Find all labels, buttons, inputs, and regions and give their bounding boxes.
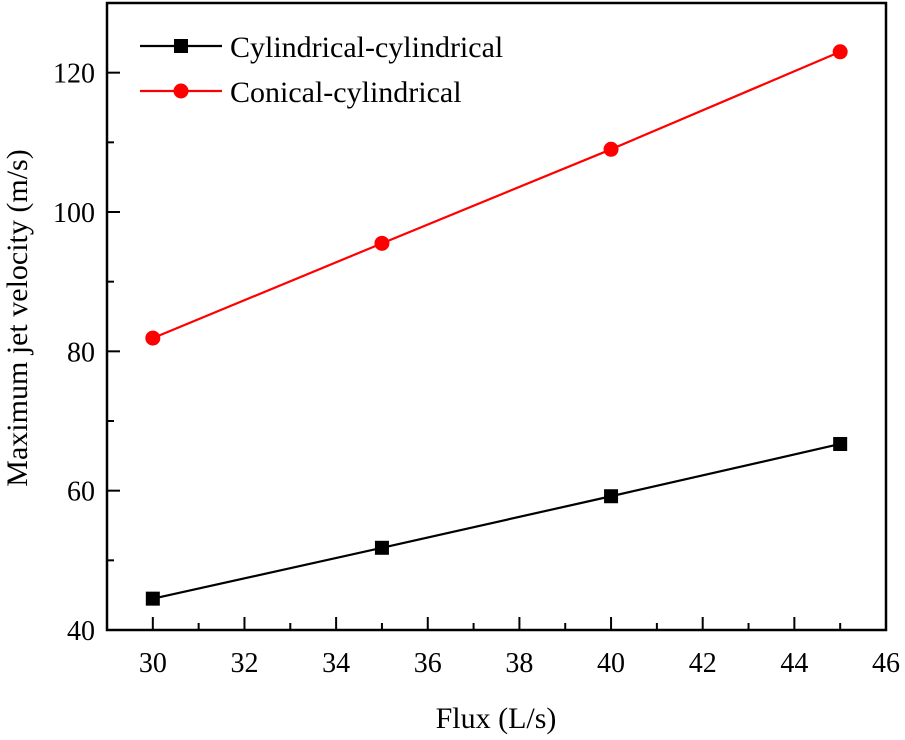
x-tick-label: 36 (414, 648, 442, 679)
legend-label: Cylindrical-cylindrical (230, 31, 503, 64)
x-tick-label: 32 (230, 648, 258, 679)
x-tick-label: 34 (322, 648, 350, 679)
data-point (604, 489, 619, 504)
x-tick-label: 40 (597, 648, 625, 679)
data-point (833, 436, 848, 451)
x-tick-label: 46 (872, 648, 900, 679)
y-tick-label: 80 (67, 337, 95, 368)
y-tick-label: 120 (53, 59, 95, 90)
data-point (374, 540, 389, 555)
legend-marker (173, 83, 189, 99)
legend-label: Conical-cylindrical (230, 76, 462, 109)
data-point (145, 330, 161, 346)
y-tick-label: 100 (53, 198, 95, 229)
legend-marker (174, 39, 188, 53)
data-point (374, 235, 390, 251)
x-tick-label: 30 (139, 648, 167, 679)
x-axis-label: Flux (L/s) (436, 702, 557, 735)
y-axis-label: Maximum jet velocity (m/s) (1, 149, 34, 486)
series-line-0 (152, 442, 841, 600)
series-line-1 (152, 50, 841, 340)
x-tick-label: 42 (689, 648, 717, 679)
y-tick-label: 40 (67, 616, 95, 647)
plot-frame (105, 1, 888, 632)
data-point (832, 44, 848, 60)
x-tick-label: 38 (505, 648, 533, 679)
data-point (603, 141, 619, 157)
x-tick-label: 44 (780, 648, 808, 679)
y-tick-label: 60 (67, 477, 95, 508)
data-point (145, 591, 160, 606)
